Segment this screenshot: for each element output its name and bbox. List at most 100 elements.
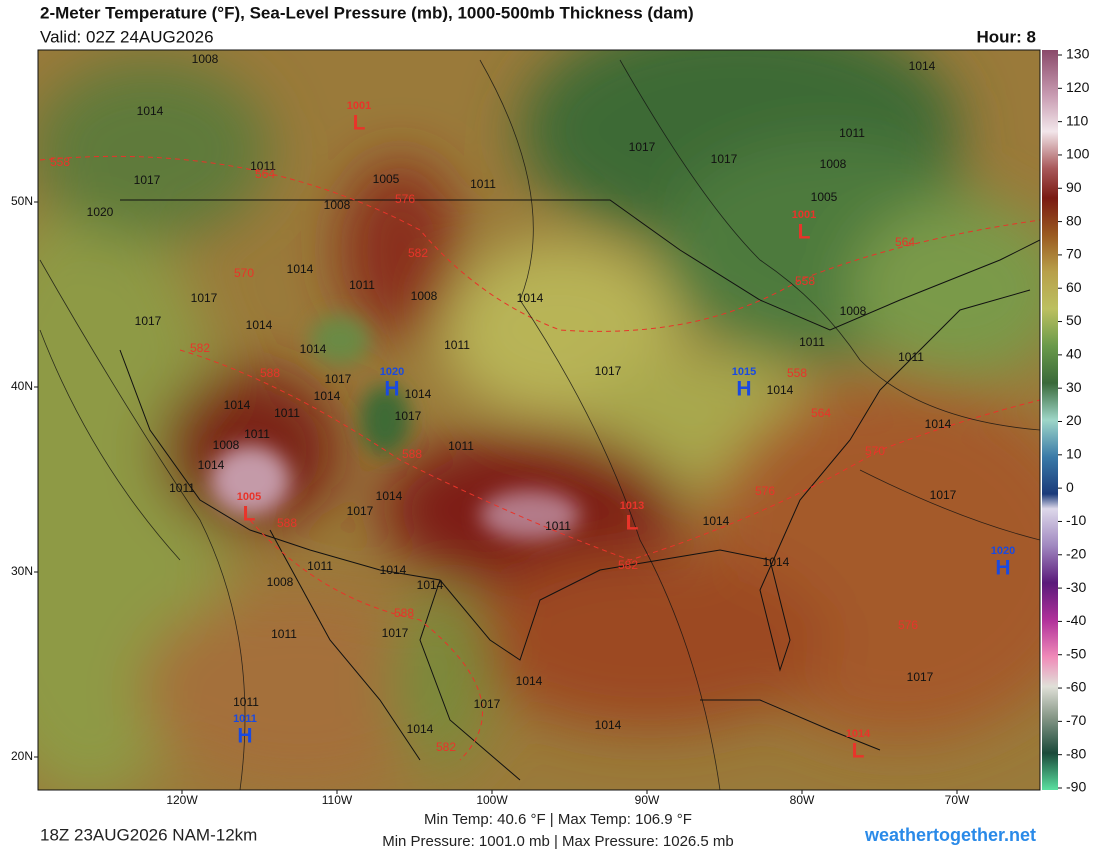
- isobar-label: 1017: [135, 314, 162, 328]
- isobar-label: 1008: [192, 52, 219, 66]
- isobar-label: 1014: [417, 578, 444, 592]
- thickness-label: 588: [394, 606, 414, 620]
- colorbar-label: 120: [1066, 79, 1090, 95]
- isobar-label: 1011: [898, 350, 924, 364]
- isobar-label: 1017: [347, 504, 374, 518]
- colorbar-label: 70: [1066, 246, 1082, 262]
- thickness-label: 588: [402, 447, 422, 461]
- isobar-label: 1014: [909, 59, 936, 73]
- thickness-contours: [39, 155, 1040, 761]
- isobar-label: 1014: [407, 722, 434, 736]
- isobar-label: 1005: [373, 172, 400, 186]
- thickness-label: 582: [408, 246, 428, 260]
- colorbar-label: 10: [1066, 446, 1082, 462]
- pressure-center-value: 1001: [347, 100, 371, 112]
- colorbar-label: -30: [1066, 579, 1086, 595]
- isobar-label: 1017: [595, 364, 622, 378]
- isobar-label: 1017: [325, 372, 352, 386]
- valid-time: Valid: 02Z 24AUG2026: [40, 27, 214, 46]
- pressure-center-value: 1001: [792, 209, 816, 221]
- forecast-hour: Hour: 8: [977, 27, 1037, 46]
- isobar-label: 1017: [191, 291, 218, 305]
- colorbar: [1042, 50, 1058, 790]
- isobar-label: 1011: [244, 427, 270, 441]
- pressure-center-value: 1014: [846, 728, 871, 740]
- isobar-label: 1005: [811, 190, 838, 204]
- thickness-label: 588: [260, 366, 280, 380]
- pressure-center-value: 1011: [233, 713, 257, 725]
- pressure-center-symbol: H: [736, 378, 751, 401]
- colorbar-label: 0: [1066, 479, 1074, 495]
- isobar-label: 1011: [470, 177, 496, 191]
- lon-label: 110W: [322, 793, 353, 807]
- isobar-label: 1014: [703, 514, 730, 528]
- isobar-label: 1014: [925, 417, 952, 431]
- map-title: 2-Meter Temperature (°F), Sea-Level Pres…: [40, 3, 694, 22]
- thickness-label: 582: [190, 341, 210, 355]
- thickness-label: 564: [811, 406, 831, 420]
- isobar-label: 1011: [349, 278, 375, 292]
- isobar-label: 1008: [267, 575, 294, 589]
- thickness-label: 588: [277, 516, 297, 530]
- isobars: [39, 59, 1040, 790]
- isobar-label: 1011: [169, 481, 195, 495]
- pressure-center-symbol: H: [384, 378, 399, 401]
- pressure-center-symbol: L: [852, 740, 865, 763]
- isobar-label: 1008: [840, 304, 867, 318]
- isobar-label: 1011: [444, 338, 470, 352]
- isobar-label: 1014: [198, 458, 225, 472]
- colorbar-label: -50: [1066, 645, 1086, 661]
- pressure-stats: Min Pressure: 1001.0 mb | Max Pressure: …: [382, 833, 734, 850]
- lat-label: 30N: [11, 564, 33, 578]
- thickness-label: 570: [865, 444, 885, 458]
- thickness-label: 576: [395, 192, 415, 206]
- pressure-center-value: 1015: [732, 366, 756, 378]
- pressure-center-symbol: L: [626, 512, 639, 535]
- isobar-label: 1014: [224, 398, 251, 412]
- lat-label: 20N: [11, 749, 33, 763]
- lon-label: 80W: [790, 793, 815, 807]
- isobar-label: 1017: [930, 488, 957, 502]
- lat-label: 50N: [11, 194, 33, 208]
- colorbar-label: 20: [1066, 412, 1082, 428]
- colorbar-label: -80: [1066, 745, 1086, 761]
- pressure-center-value: 1005: [237, 491, 261, 503]
- isobar-label: 1008: [213, 438, 240, 452]
- isobar-label: 1014: [137, 104, 164, 118]
- isobar-label: 1014: [380, 563, 407, 577]
- colorbar-label: -90: [1066, 779, 1086, 795]
- isobar-label: 1017: [395, 409, 422, 423]
- thickness-label: 576: [898, 618, 918, 632]
- isobar-label: 1008: [411, 289, 438, 303]
- isobar-label: 1011: [839, 126, 865, 140]
- isobar-label: 1011: [271, 627, 297, 641]
- isobar-label: 1017: [629, 140, 656, 154]
- isobar-label: 1014: [763, 555, 790, 569]
- isobar-label: 1017: [474, 697, 501, 711]
- isobar-label: 1014: [376, 489, 403, 503]
- isobar-label: 1014: [246, 318, 273, 332]
- model-run: 18Z 23AUG2026 NAM-12km: [40, 825, 257, 844]
- lon-label: 70W: [945, 793, 970, 807]
- isobar-label: 1014: [517, 291, 544, 305]
- colorbar-label: 90: [1066, 179, 1082, 195]
- temp-stats: Min Temp: 40.6 °F | Max Temp: 106.9 °F: [424, 811, 692, 828]
- pressure-center-value: 1020: [380, 366, 404, 378]
- pressure-center-symbol: L: [353, 112, 366, 135]
- thickness-label: 582: [436, 740, 456, 754]
- colorbar-label: 40: [1066, 346, 1082, 362]
- colorbar-label: 80: [1066, 212, 1082, 228]
- colorbar-label: -10: [1066, 512, 1086, 528]
- pressure-center-value: 1013: [620, 500, 644, 512]
- colorbar-label: 130: [1066, 46, 1090, 62]
- map-labels: 50N 40N 30N 20N 120W 110W 100W 90W 80W 70W 130 120 1…: [11, 46, 1090, 807]
- thickness-label: 558: [795, 274, 815, 288]
- thickness-label: 576: [755, 484, 775, 498]
- isobar-label: 1020: [87, 205, 114, 219]
- isobar-label: 1017: [382, 626, 409, 640]
- colorbar-label: -70: [1066, 712, 1086, 728]
- pressure-center-symbol: L: [798, 221, 811, 244]
- isobar-label: 1017: [907, 670, 934, 684]
